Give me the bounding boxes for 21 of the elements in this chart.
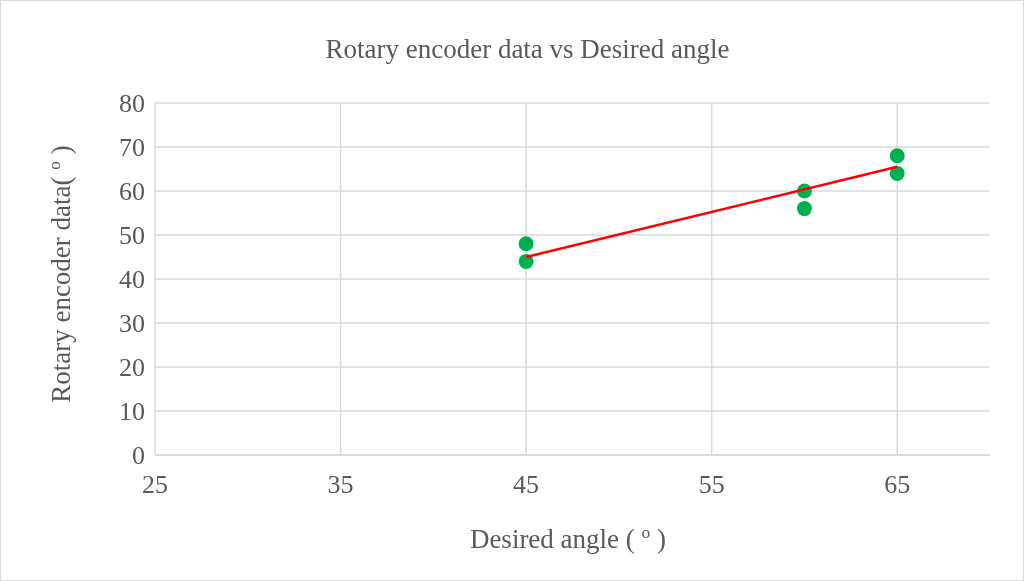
x-tick-label: 45 [513,470,540,499]
x-axis-title: Desired angle ( $^{o}$ ) [469,522,667,554]
chart-title: Rotary encoder data vs Desired angle [325,34,730,64]
x-tick-label: 25 [142,470,168,499]
point [889,148,905,164]
point [889,165,905,181]
y-tick-label: 20 [119,353,145,383]
y-tick-label: 60 [119,177,145,207]
x-tick-label: 55 [698,470,725,499]
point [796,201,812,217]
y-tick-label: 50 [119,221,145,251]
point [518,236,534,252]
x-tick-label: 65 [884,470,911,499]
y-tick-label: 70 [119,133,145,163]
y-tick-label: 0 [132,441,145,471]
y-tick-label: 10 [119,397,145,427]
point [518,253,534,269]
y-tick-label: 30 [119,309,145,339]
y-tick-label: 40 [119,265,145,295]
y-tick-label: 80 [119,89,145,119]
x-tick-label: 35 [327,470,354,499]
